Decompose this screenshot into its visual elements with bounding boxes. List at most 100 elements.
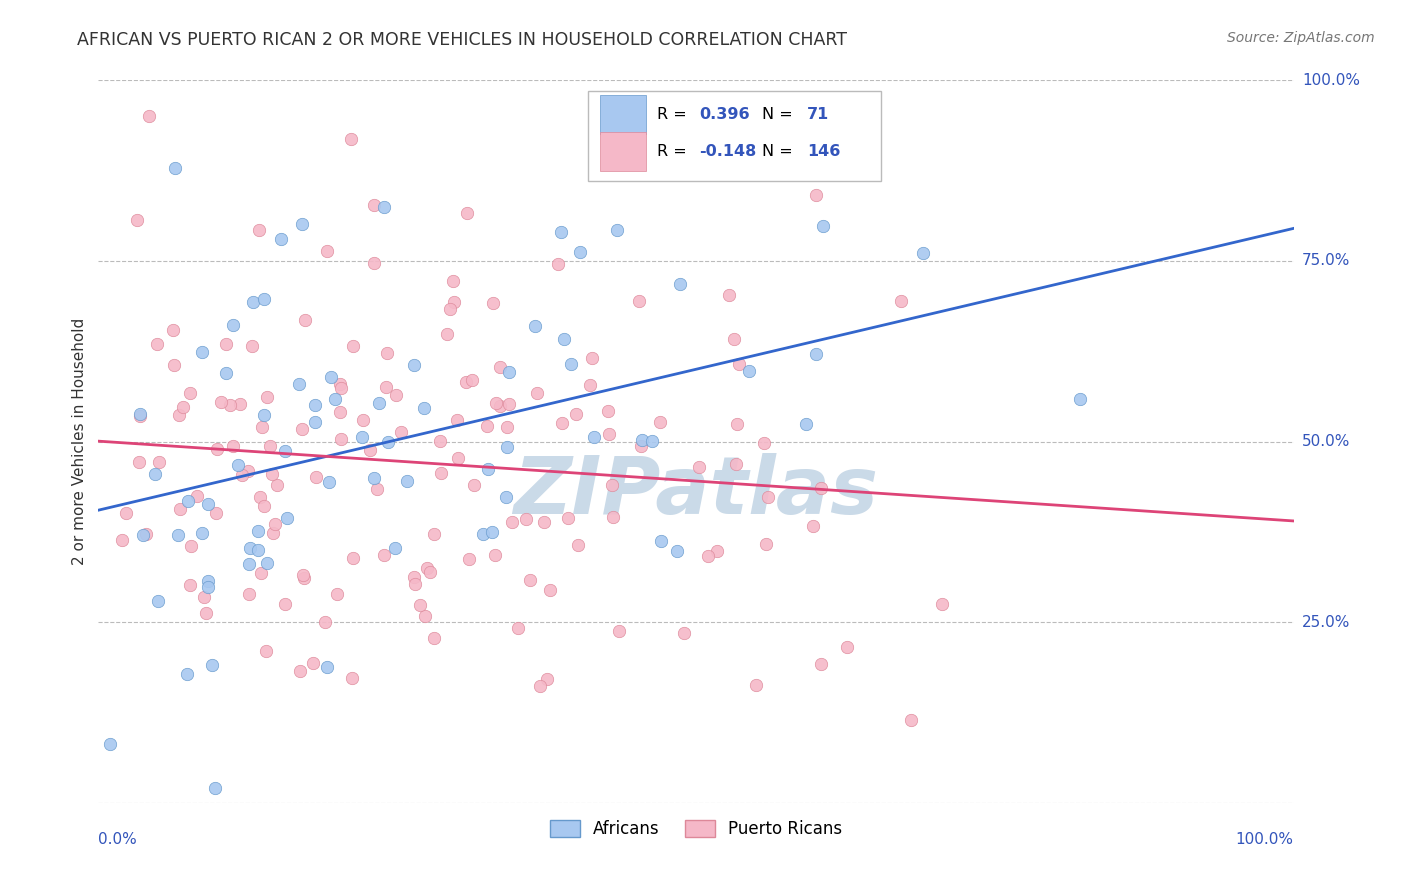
Point (304, 398, 326, 412)
Point (360, 443, 382, 458)
Point (496, 419, 519, 434)
Point (253, 499, 276, 513)
Point (226, 458, 249, 472)
Point (162, 323, 184, 337)
Point (441, 274, 464, 288)
FancyBboxPatch shape (589, 91, 882, 181)
Text: -0.148: -0.148 (700, 144, 756, 159)
Point (389, 425, 412, 440)
Text: 75.0%: 75.0% (1302, 253, 1350, 268)
Point (477, 419, 499, 434)
Point (482, 295, 505, 310)
Point (253, 292, 276, 306)
Point (276, 511, 298, 525)
Point (536, 672, 558, 686)
Point (256, 390, 278, 404)
Point (900, 713, 922, 727)
Point (515, 512, 537, 526)
Point (456, 206, 478, 220)
Point (247, 223, 270, 237)
Point (292, 571, 315, 585)
Point (725, 417, 748, 431)
Point (538, 582, 561, 597)
Point (413, 608, 436, 623)
Point (375, 346, 398, 360)
Point (352, 413, 374, 427)
Point (461, 374, 484, 388)
Point (429, 466, 451, 480)
Point (135, 527, 157, 541)
Point (402, 359, 425, 373)
Point (201, 657, 224, 672)
Point (238, 464, 260, 478)
Point (172, 400, 194, 414)
Point (723, 332, 745, 346)
Point (456, 375, 478, 389)
Text: 100.0%: 100.0% (1236, 831, 1294, 847)
Point (436, 327, 458, 342)
Point (439, 302, 461, 317)
Text: R =: R = (657, 144, 692, 159)
Text: 0.396: 0.396 (700, 107, 751, 122)
Point (256, 556, 278, 570)
Point (481, 525, 503, 540)
Text: AFRICAN VS PUERTO RICAN 2 OR MORE VEHICLES IN HOUSEHOLD CORRELATION CHART: AFRICAN VS PUERTO RICAN 2 OR MORE VEHICL… (77, 31, 848, 49)
Point (180, 540, 202, 554)
Point (100, 737, 122, 751)
Point (409, 598, 432, 612)
Point (606, 223, 628, 237)
Point (373, 200, 395, 214)
Point (193, 590, 215, 604)
Point (167, 408, 190, 422)
Point (231, 468, 253, 483)
Point (755, 537, 778, 551)
Point (247, 524, 270, 538)
Point (239, 541, 262, 555)
Point (582, 430, 605, 444)
Point (197, 580, 219, 594)
Point (727, 357, 749, 371)
Point (304, 415, 326, 429)
Point (252, 408, 274, 422)
Point (209, 394, 232, 409)
Point (177, 494, 200, 508)
Point (738, 363, 761, 377)
Point (472, 527, 495, 541)
Point (291, 567, 314, 582)
Point (204, 781, 226, 796)
Point (329, 404, 352, 418)
Point (219, 398, 242, 412)
Point (443, 294, 465, 309)
Point (166, 528, 188, 542)
FancyBboxPatch shape (600, 95, 645, 135)
Point (429, 434, 451, 449)
Point (250, 566, 273, 580)
Point (650, 534, 672, 549)
Point (238, 557, 260, 571)
Point (598, 404, 620, 418)
Text: 0.0%: 0.0% (98, 831, 138, 847)
Point (377, 435, 399, 450)
Point (810, 657, 832, 672)
Point (215, 366, 238, 380)
Point (560, 357, 582, 371)
Point (205, 442, 228, 456)
Point (191, 345, 214, 359)
Text: R =: R = (657, 107, 692, 122)
Point (446, 413, 468, 427)
Point (498, 397, 520, 411)
Text: N =: N = (762, 107, 797, 122)
Point (238, 587, 260, 601)
Point (697, 549, 720, 563)
Point (447, 450, 470, 465)
Point (404, 577, 426, 591)
Point (502, 516, 524, 530)
Point (314, 615, 336, 630)
Point (330, 433, 353, 447)
Point (912, 245, 935, 260)
Point (666, 544, 689, 558)
Point (363, 198, 385, 212)
Point (579, 377, 602, 392)
Point (801, 519, 824, 533)
Point (342, 339, 364, 353)
